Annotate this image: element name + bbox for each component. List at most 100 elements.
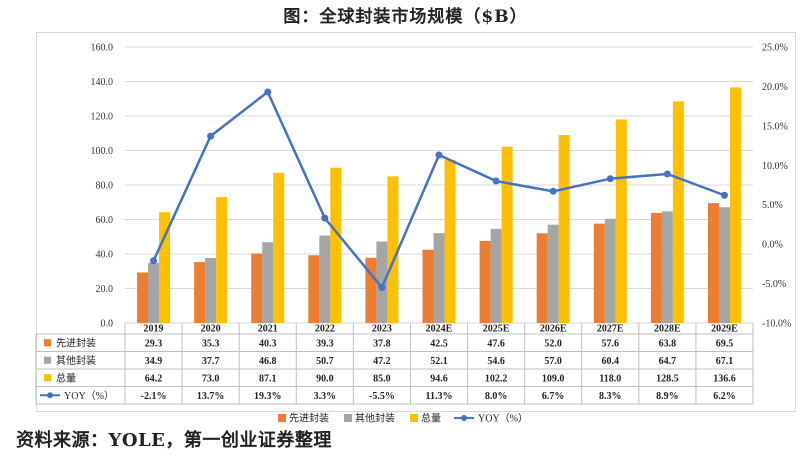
legend-swatch (410, 414, 418, 422)
bar-1 (251, 253, 263, 323)
bar-1 (137, 272, 149, 323)
y-right-tick-label: -10.0% (762, 319, 791, 330)
source-note: 资料来源：YOLE，第一创业证券整理 (16, 430, 332, 451)
bar-2 (604, 218, 616, 323)
data-label: -5.5% (369, 391, 395, 402)
y-right-tick-label: 0.0% (762, 240, 783, 251)
yoy-point (492, 177, 500, 185)
bar-2 (490, 228, 502, 323)
data-label: 57.0 (544, 356, 562, 367)
table-legend-marker (47, 392, 53, 399)
yoy-point (264, 88, 272, 96)
bar-3 (273, 172, 285, 323)
x-tick-label: 2028E (654, 324, 681, 335)
y-left-tick-label: 0.0 (101, 319, 114, 330)
y-right-tick-label: 15.0% (762, 121, 788, 132)
data-label: 8.0% (485, 391, 508, 402)
y-right-tick-label: 20.0% (762, 82, 788, 93)
data-label: 85.0 (373, 373, 391, 384)
data-label: 42.5 (430, 338, 448, 349)
yoy-point (150, 257, 158, 265)
y-left-tick-label: 60.0 (96, 215, 114, 226)
data-label: 37.8 (373, 338, 391, 349)
x-tick-label: 2029E (711, 324, 738, 335)
data-label: 67.1 (716, 356, 734, 367)
bar-1 (650, 212, 662, 323)
data-label: 8.9% (656, 391, 679, 402)
x-tick-label: 2024E (426, 324, 453, 335)
x-tick-label: 2019 (144, 324, 164, 335)
data-label: 3.3% (314, 391, 337, 402)
legend-label: YOY（%） (478, 413, 528, 425)
yoy-point (720, 191, 728, 199)
table-legend-swatch (44, 339, 51, 347)
data-label: 52.0 (544, 338, 562, 349)
data-label: 64.7 (659, 356, 677, 367)
bar-1 (422, 249, 434, 323)
data-label: 47.2 (373, 356, 391, 367)
y-left-tick-label: 40.0 (96, 250, 114, 261)
bar-1 (194, 262, 206, 323)
legend-marker (461, 415, 467, 421)
data-label: 6.7% (542, 391, 565, 402)
data-label: 109.0 (542, 373, 565, 384)
bar-3 (216, 197, 228, 323)
data-label: 87.1 (259, 373, 277, 384)
data-label: 37.7 (202, 356, 220, 367)
data-label: 94.6 (430, 373, 448, 384)
yoy-line (150, 88, 728, 292)
legend: 先进封装 其他封装 总量 YOY（%） (278, 412, 528, 425)
bar-3 (330, 167, 342, 323)
data-table: 2019 2020 2021 2022 2023 2024E 2025E 2026E 2027E… (35, 323, 754, 405)
axes: 0.0 20.0 40.0 60.0 80.0 100.0 120.0 140.0 160.0 -… (91, 43, 792, 330)
series-name: 其他封装 (56, 354, 96, 367)
y-right-tick-label: 10.0% (762, 161, 788, 172)
bar-3 (501, 146, 513, 323)
data-label: 50.7 (316, 356, 334, 367)
data-label: 73.0 (202, 373, 220, 384)
x-tick-label: 2027E (597, 324, 624, 335)
yoy-point (435, 151, 443, 159)
yoy-point (378, 284, 386, 292)
y-left-tick-label: 140.0 (91, 77, 114, 88)
table-legend-swatch (44, 356, 51, 364)
data-label: -2.1% (141, 391, 167, 402)
x-tick-label: 2025E (483, 324, 510, 335)
bar-2 (148, 262, 160, 323)
bar-2 (718, 207, 730, 323)
bar-1 (593, 223, 605, 323)
y-left-tick-label: 100.0 (91, 146, 114, 157)
data-label: 64.2 (145, 373, 163, 384)
data-label: 69.5 (716, 338, 734, 349)
data-label: 13.7% (197, 391, 225, 402)
bar-3 (672, 101, 684, 324)
data-label: 47.6 (487, 338, 505, 349)
yoy-point (606, 175, 614, 183)
bar-2 (262, 242, 274, 323)
data-label: 52.1 (430, 356, 448, 367)
bar-2 (433, 233, 445, 323)
data-label: 39.3 (316, 338, 334, 349)
data-label: 118.0 (599, 373, 621, 384)
bar-1 (365, 257, 377, 323)
data-label: 63.8 (659, 338, 677, 349)
yoy-point (549, 187, 557, 195)
series-name: YOY（%） (64, 390, 114, 402)
y-left-tick-label: 120.0 (91, 112, 114, 123)
bar-3 (615, 119, 627, 323)
bar-1 (536, 233, 548, 323)
legend-label: 先进封装 (289, 412, 329, 425)
series-name: 总量 (56, 371, 76, 384)
bar-1 (308, 255, 320, 323)
data-label: 46.8 (259, 356, 277, 367)
legend-label: 其他封装 (355, 412, 395, 425)
bar-2 (319, 235, 331, 323)
data-label: 90.0 (316, 373, 334, 384)
data-label: 6.2% (713, 391, 736, 402)
bar-2 (661, 211, 673, 323)
x-tick-label: 2026E (540, 324, 567, 335)
y-right-tick-label: 5.0% (762, 200, 783, 211)
data-label: 40.3 (259, 338, 277, 349)
table-legend-swatch (44, 374, 51, 382)
yoy-point (663, 170, 671, 178)
